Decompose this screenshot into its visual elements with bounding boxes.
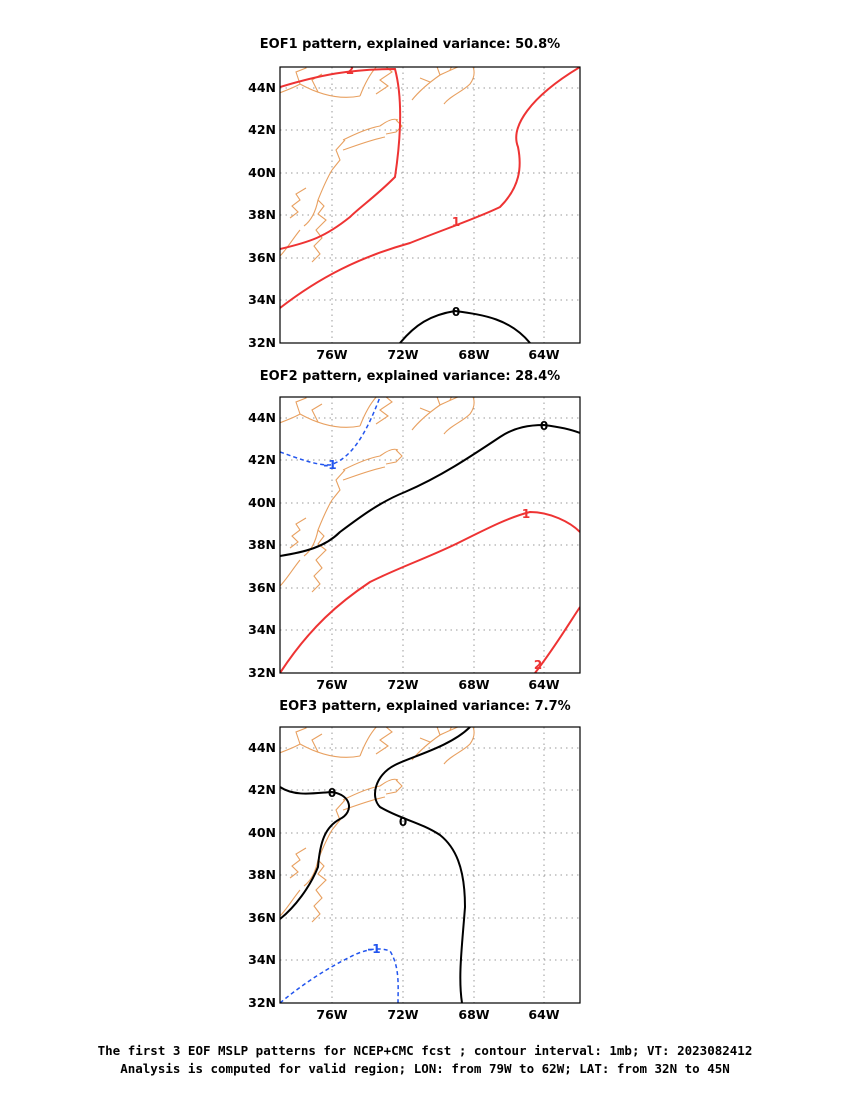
lat-tick: 34N xyxy=(248,622,276,637)
panel3-lon-ticks: 76W 72W 68W 64W xyxy=(316,1007,559,1022)
lon-tick: 72W xyxy=(387,1007,418,1022)
panel2-frame xyxy=(279,396,581,674)
lon-tick: 68W xyxy=(458,347,489,362)
lat-tick: 42N xyxy=(248,782,276,797)
panel2-contours xyxy=(280,397,580,673)
panel1-contour-label-1: 1 xyxy=(452,215,460,229)
panel1-title: EOF1 pattern, explained variance: 50.8% xyxy=(260,37,560,52)
eof-figure: EOF1 pattern, explained variance: 50.8% … xyxy=(248,37,581,1022)
panel1-contour-label-0: 0 xyxy=(452,305,460,319)
panel3-contour-labels: 0 0 -1 xyxy=(328,786,407,956)
panel2-lat-ticks: 44N 42N 40N 38N 36N 34N 32N xyxy=(248,410,276,680)
panel2-map: -1 0 1 2 44N 42N 40N 38N 36N 34N 32N 76W… xyxy=(248,396,581,692)
panel3-lat-ticks: 44N 42N 40N 38N 36N 34N 32N xyxy=(248,740,276,1010)
panel2-contour-label-2: 2 xyxy=(534,658,542,672)
panel1-lat-ticks: 44N 42N 40N 38N 36N 34N 32N xyxy=(248,80,276,350)
lat-tick: 36N xyxy=(248,910,276,925)
lon-tick: 64W xyxy=(528,1007,559,1022)
lat-tick: 44N xyxy=(248,80,276,95)
panel1-map: 2 1 0 44N 42N 40N 38N 36N 34N 32N 76W 72… xyxy=(248,63,581,362)
lat-tick: 32N xyxy=(248,995,276,1010)
lon-tick: 76W xyxy=(316,1007,347,1022)
panel1-contour-1 xyxy=(280,67,580,309)
panel1-lon-ticks: 76W 72W 68W 64W xyxy=(316,347,559,362)
panel2-contour-labels: -1 0 1 2 xyxy=(323,419,548,672)
figure-caption-line1: The first 3 EOF MSLP patterns for NCEP+C… xyxy=(97,1043,753,1058)
panel1-grid xyxy=(280,67,580,343)
lat-tick: 40N xyxy=(248,165,276,180)
lon-tick: 76W xyxy=(316,347,347,362)
lat-tick: 38N xyxy=(248,867,276,882)
panel2-title: EOF2 pattern, explained variance: 28.4% xyxy=(260,369,560,384)
lat-tick: 38N xyxy=(248,537,276,552)
lat-tick: 32N xyxy=(248,335,276,350)
panel3-frame xyxy=(279,726,581,1004)
panel3-grid xyxy=(280,727,580,1003)
lon-tick: 68W xyxy=(458,677,489,692)
panel2-contour-1 xyxy=(280,510,580,673)
lat-tick: 40N xyxy=(248,495,276,510)
panel3-contour-0-west xyxy=(280,786,350,920)
panel3-map: 0 0 -1 44N 42N 40N 38N 36N 34N 32N 76W 7… xyxy=(248,726,581,1022)
lon-tick: 64W xyxy=(528,347,559,362)
panel1-contour-labels: 2 1 0 xyxy=(346,63,460,319)
lat-tick: 40N xyxy=(248,825,276,840)
panel3-contour-label-0-east: 0 xyxy=(399,815,407,829)
panel3-contour-label-neg1: -1 xyxy=(367,942,380,956)
panel3-contour-0-east xyxy=(374,727,471,1003)
lon-tick: 76W xyxy=(316,677,347,692)
panel2-contour-label-neg1: -1 xyxy=(323,458,336,472)
figure-caption-line2: Analysis is computed for valid region; L… xyxy=(120,1061,730,1076)
lon-tick: 72W xyxy=(387,347,418,362)
lat-tick: 34N xyxy=(248,292,276,307)
lat-tick: 36N xyxy=(248,580,276,595)
lat-tick: 38N xyxy=(248,207,276,222)
panel2-contour-0 xyxy=(280,423,580,557)
lon-tick: 72W xyxy=(387,677,418,692)
lat-tick: 44N xyxy=(248,410,276,425)
lon-tick: 68W xyxy=(458,1007,489,1022)
lat-tick: 44N xyxy=(248,740,276,755)
panel3-contour-neg1 xyxy=(280,948,399,1003)
panel1-contour-2 xyxy=(280,67,402,250)
panel1-contours xyxy=(280,67,580,343)
lat-tick: 36N xyxy=(248,250,276,265)
panel2-contour-label-1: 1 xyxy=(522,507,530,521)
lon-tick: 64W xyxy=(528,677,559,692)
lat-tick: 42N xyxy=(248,122,276,137)
panel2-grid xyxy=(280,397,580,673)
panel2-contour-label-0: 0 xyxy=(540,419,548,433)
panel1-contour-0 xyxy=(399,309,531,343)
panel2-lon-ticks: 76W 72W 68W 64W xyxy=(316,677,559,692)
panel1-contour-label-2: 2 xyxy=(346,63,354,77)
panel2-contour-neg1 xyxy=(280,397,381,466)
lat-tick: 34N xyxy=(248,952,276,967)
panel2-contour-2 xyxy=(534,606,580,673)
panel3-contours xyxy=(280,727,471,1003)
lat-tick: 42N xyxy=(248,452,276,467)
panel1-frame xyxy=(279,66,581,344)
panel3-title: EOF3 pattern, explained variance: 7.7% xyxy=(279,699,570,714)
lat-tick: 32N xyxy=(248,665,276,680)
panel3-contour-label-0-west: 0 xyxy=(328,786,336,800)
